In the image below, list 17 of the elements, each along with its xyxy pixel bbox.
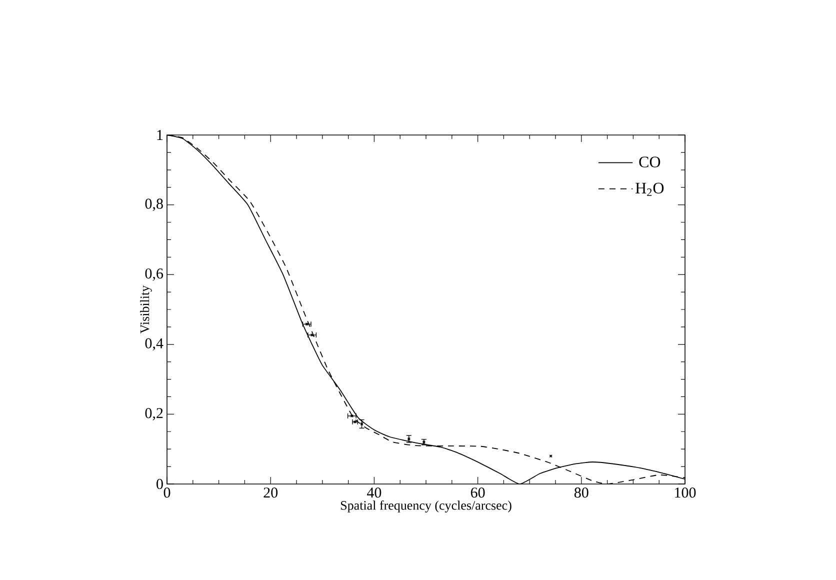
point (310, 333, 314, 337)
x-tick-label: 0 (164, 488, 170, 498)
y-tick-label: 1 (157, 130, 163, 140)
x-axis-title: Spatial frequency (cycles/arcsec) (340, 500, 512, 512)
y-tick-label: 0 (156, 478, 163, 490)
legend-label: CO (639, 156, 660, 168)
x-tick-label: 80 (574, 488, 588, 498)
y-axis-title: Visibility (140, 285, 152, 334)
y-tick-label: 0,6 (145, 268, 164, 281)
x-tick-label: 60 (470, 488, 485, 498)
y-tick-label: 0,8 (145, 198, 163, 211)
y-tick-label: 0,2 (145, 408, 163, 420)
x-tick-label: 20 (264, 488, 278, 498)
x-tick-label: 100 (675, 488, 696, 498)
legend-label: H$_{2}$O (636, 182, 664, 196)
y-tick-label: 0,4 (145, 338, 164, 351)
x-tick-label: 40 (367, 488, 382, 498)
